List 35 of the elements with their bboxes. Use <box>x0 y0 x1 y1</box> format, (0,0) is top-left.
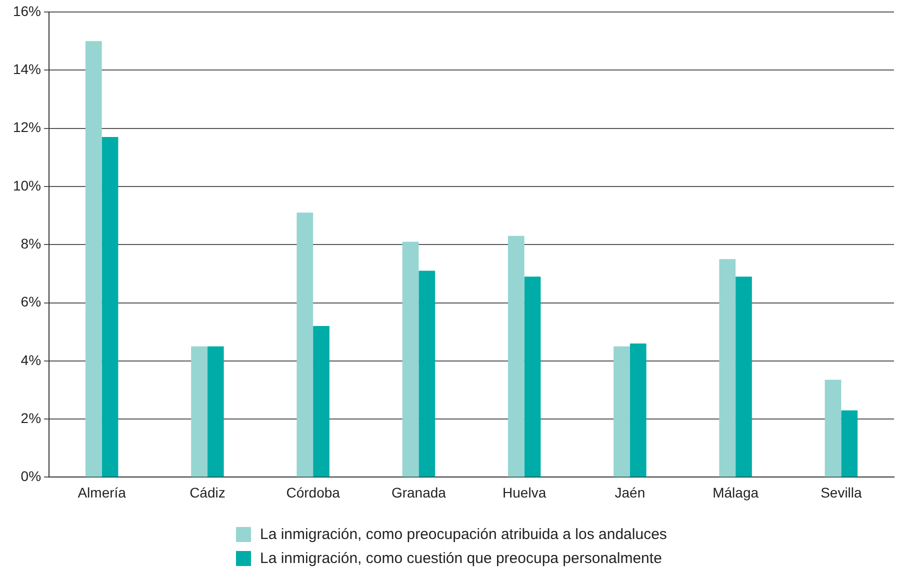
y-tick-label: 12% <box>12 119 42 136</box>
y-tick-label: 14% <box>12 61 42 78</box>
x-tick-label: Granada <box>391 484 446 500</box>
bar <box>402 242 419 477</box>
y-tick-label: 8% <box>20 235 42 252</box>
bar <box>418 270 436 477</box>
bar <box>207 346 224 477</box>
x-tick-label: Huelva <box>502 484 546 500</box>
y-tick-label: 4% <box>20 352 42 368</box>
bar <box>630 343 646 477</box>
y-tick-label: 0% <box>20 468 42 484</box>
bar <box>191 346 208 477</box>
y-tick-label: 2% <box>20 410 42 426</box>
x-tick-label: Almería <box>78 484 126 500</box>
bar <box>841 410 858 477</box>
bar <box>102 137 118 477</box>
x-tick-label: Málaga <box>712 484 759 500</box>
x-tick-label: Córdoba <box>286 484 340 500</box>
bar <box>614 346 630 477</box>
bar <box>296 212 314 477</box>
y-tick-label: 6% <box>20 294 42 310</box>
y-tick-label: 16% <box>12 2 42 19</box>
bar <box>85 41 102 477</box>
x-tick-label: Jaén <box>614 484 646 500</box>
bar <box>719 259 736 477</box>
bar <box>508 236 524 477</box>
y-tick-label: 10% <box>12 177 42 194</box>
x-tick-label: Sevilla <box>820 484 862 500</box>
legend-label: La inmigración, como preocupación atribuida a los andaluces <box>260 526 667 542</box>
legend-label: La inmigración, como cuestión que preocupa personalmente <box>260 550 662 566</box>
bar <box>824 380 842 477</box>
bar <box>313 326 330 477</box>
bar <box>524 276 541 477</box>
bar <box>736 276 752 477</box>
x-tick-label: Cádiz <box>190 484 226 500</box>
